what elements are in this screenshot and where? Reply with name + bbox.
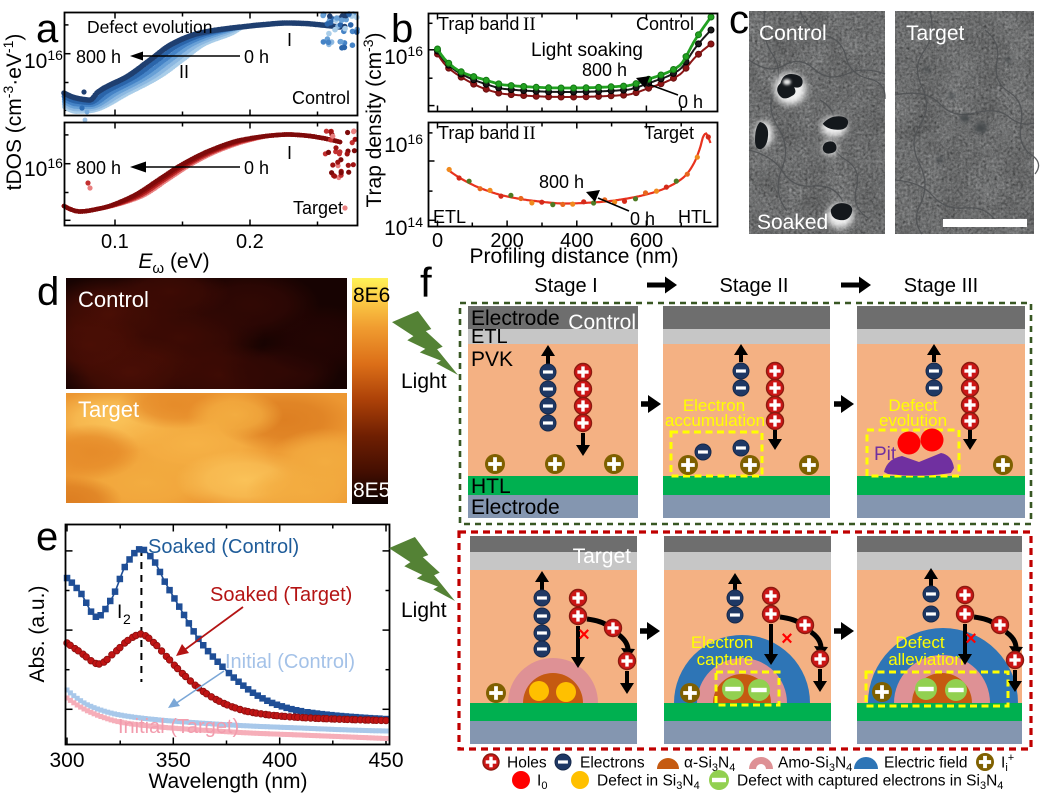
svg-text:200: 200 [490,230,523,252]
svg-text:0.2: 0.2 [236,231,264,253]
svg-text:0 h: 0 h [244,158,269,178]
svg-text:0 h: 0 h [678,92,703,112]
svg-text:Defect: Defect [895,633,944,652]
svg-text:×: × [965,628,977,650]
svg-text:Electron: Electron [683,396,745,415]
svg-text:800 h: 800 h [582,60,627,80]
svg-text:II: II [523,123,536,144]
svg-text:II: II [523,14,536,35]
svg-text:0: 0 [432,230,443,252]
svg-text:tDOS (cm-3·eV-1): tDOS (cm-3·eV-1) [0,34,26,191]
svg-text:Eω (eV): Eω (eV) [138,250,209,277]
svg-text:Trap band: Trap band [438,123,519,143]
svg-text:Holes: Holes [507,755,547,772]
svg-text:I0: I0 [537,773,547,793]
svg-text:a: a [36,7,59,51]
svg-text:Soaked: Soaked [757,211,828,234]
svg-text:Target: Target [293,198,343,218]
svg-text:Ii+: Ii+ [1001,752,1014,774]
svg-text:Defect: Defect [888,396,937,415]
svg-text:Target: Target [78,397,139,422]
svg-text:400: 400 [560,230,593,252]
svg-text:Control: Control [78,287,149,312]
svg-text:I: I [287,30,292,50]
svg-text:Electron: Electron [691,633,753,652]
svg-text:600: 600 [630,230,663,252]
svg-text:Control: Control [759,22,827,45]
svg-text:350: 350 [156,749,191,772]
svg-text:Soaked (Control): Soaked (Control) [148,536,299,558]
svg-text:800 h: 800 h [539,172,584,192]
svg-text:Electrode: Electrode [471,496,560,519]
svg-text:ETL: ETL [471,326,508,348]
svg-text:×: × [781,628,793,650]
svg-text:400: 400 [262,749,297,772]
svg-text:Abs. (a.u.): Abs. (a.u.) [26,586,49,683]
svg-text:capture: capture [697,650,754,669]
svg-text:b: b [391,7,413,51]
svg-text:e: e [36,515,58,559]
svg-text:c: c [729,0,749,42]
svg-text:Stage II: Stage II [720,275,789,297]
svg-text:Trap band: Trap band [438,14,519,34]
svg-text:Target: Target [906,22,965,45]
svg-text:Electrode: Electrode [471,307,560,330]
svg-text:1016: 1016 [384,131,423,157]
svg-text:8E5: 8E5 [353,479,390,502]
svg-text:0 h: 0 h [244,47,269,67]
svg-text:800 h: 800 h [76,158,121,178]
svg-text:0.1: 0.1 [101,231,129,253]
svg-text:Profiling distance (nm): Profiling distance (nm) [470,245,679,268]
svg-text:d: d [37,270,59,314]
svg-text:Light: Light [401,599,447,622]
svg-text:α-Si3N4: α-Si3N4 [684,755,735,775]
svg-text:alleviation: alleviation [888,650,964,669]
svg-text:450: 450 [368,749,403,772]
svg-text:Light: Light [401,370,447,393]
svg-text:evolution: evolution [879,411,947,430]
svg-text:PVK: PVK [471,348,513,371]
svg-text:300: 300 [49,749,84,772]
svg-text:1014: 1014 [384,214,423,240]
svg-text:I: I [287,143,292,163]
svg-text:Pit: Pit [874,444,897,465]
svg-text:Electrons: Electrons [580,755,645,772]
svg-text:Control: Control [568,311,636,334]
svg-text:Trap density (cm-3): Trap density (cm-3) [360,32,386,207]
svg-text:I: I [117,602,122,623]
svg-text:Stage III: Stage III [904,275,979,297]
svg-text:Electric field: Electric field [884,755,968,772]
svg-text:Defect evolution: Defect evolution [87,17,213,37]
svg-text:Amo-Si3N4: Amo-Si3N4 [778,755,852,775]
svg-text:accumulation: accumulation [665,411,765,430]
svg-text:1016: 1016 [384,43,423,69]
svg-text:Initial (Control): Initial (Control) [225,651,355,673]
svg-text:Initial (Target): Initial (Target) [118,716,239,738]
svg-text:2: 2 [123,611,131,627]
svg-text:800 h: 800 h [76,47,121,67]
svg-text:×: × [578,624,590,646]
svg-text:Wavelength (nm): Wavelength (nm) [148,770,307,793]
svg-text:1016: 1016 [24,47,63,73]
svg-text:HTL: HTL [471,475,511,498]
svg-text:Control: Control [292,88,350,108]
svg-text:0 h: 0 h [630,209,655,229]
svg-text:II: II [179,62,189,82]
svg-text:f: f [420,259,432,306]
svg-text:Target: Target [644,123,694,143]
svg-text:HTL: HTL [678,207,712,227]
svg-text:Soaked (Target): Soaked (Target) [210,584,352,606]
svg-text:1016: 1016 [24,155,63,181]
svg-text:Light soaking: Light soaking [531,40,643,61]
svg-text:Control: Control [636,14,694,34]
svg-text:8E6: 8E6 [353,284,390,307]
svg-text:Defect with captured electrons: Defect with captured electrons in Si3N4 [737,773,1003,793]
svg-text:Stage I: Stage I [534,275,597,297]
svg-text:Target: Target [573,545,632,568]
svg-text:Defect in Si3N4: Defect in Si3N4 [597,773,700,793]
svg-text:ETL: ETL [433,207,466,227]
